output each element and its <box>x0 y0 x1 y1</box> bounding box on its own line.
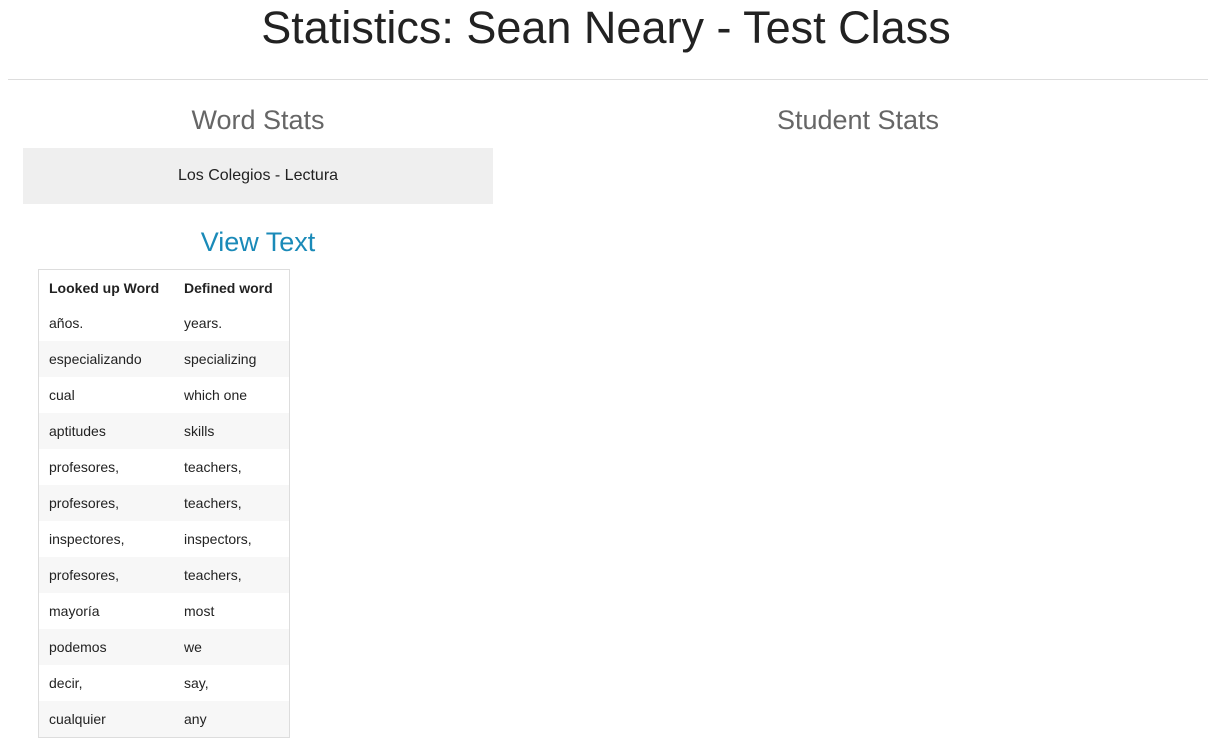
table-row: profesores, teachers, <box>38 557 290 593</box>
text-item-los-colegios[interactable]: Los Colegios - Lectura <box>23 148 493 204</box>
table-row: profesores, teachers, <box>39 449 290 485</box>
table-row: mayoría most <box>39 593 290 629</box>
looked-up-word-cell: inspectores, <box>49 531 125 547</box>
word-stats-heading: Word Stats <box>191 105 325 135</box>
looked-up-word-cell: profesores, <box>49 459 120 475</box>
looked-up-word-cell: cual <box>49 387 75 403</box>
view-text-link[interactable]: View Text <box>200 227 316 257</box>
looked-up-word-cell: profesores, <box>49 567 120 583</box>
defined-word-cell: which one <box>184 387 248 403</box>
looked-up-word-cell: años. <box>49 315 84 331</box>
defined-word-cell: skills <box>184 423 215 439</box>
looked-up-word-cell: decir, <box>49 675 83 691</box>
page-title: Statistics: Sean Neary - Test Class <box>261 2 951 53</box>
word-stats-panel: Word Stats Los Colegios - Lectura View T… <box>23 102 493 738</box>
defined-word-cell: specializing <box>184 351 257 367</box>
table-row: cualquier any <box>38 701 290 738</box>
looked-up-word-cell: aptitudes <box>49 423 106 439</box>
defined-word-cell: teachers, <box>184 459 242 475</box>
defined-word-cell: years. <box>184 315 223 331</box>
table-row: decir, say, <box>39 665 290 701</box>
table-row: profesores, teachers, <box>38 485 290 521</box>
looked-up-word-cell: profesores, <box>49 495 120 511</box>
looked-up-word-cell: podemos <box>49 639 107 655</box>
word-lookup-table: Looked up Word Defined word años. years.… <box>38 269 290 738</box>
looked-up-word-cell: especializando <box>49 351 142 367</box>
defined-word-cell: teachers, <box>184 567 242 583</box>
defined-word-cell: teachers, <box>184 495 242 511</box>
column-header-defined-word: Defined word <box>184 279 273 296</box>
table-row: podemos we <box>38 629 290 665</box>
table-row: cual which one <box>39 377 290 413</box>
table-row: aptitudes skills <box>38 413 290 449</box>
defined-word-cell: inspectors, <box>184 531 252 547</box>
student-stats-panel: Student Stats <box>508 102 1208 138</box>
looked-up-word-cell: mayoría <box>49 603 100 619</box>
defined-word-cell: we <box>184 639 202 655</box>
defined-word-cell: any <box>184 711 207 727</box>
header-divider <box>8 79 1208 80</box>
student-stats-heading: Student Stats <box>776 105 940 135</box>
defined-word-cell: say, <box>184 675 209 691</box>
defined-word-cell: most <box>184 603 215 619</box>
table-row: años. years. <box>39 305 290 341</box>
column-header-looked-up-word: Looked up Word <box>49 279 160 296</box>
table-row: especializando specializing <box>38 341 290 377</box>
looked-up-word-cell: cualquier <box>49 711 106 727</box>
table-row: inspectores, inspectors, <box>39 521 290 557</box>
table-header-row: Looked up Word Defined word <box>39 270 290 306</box>
